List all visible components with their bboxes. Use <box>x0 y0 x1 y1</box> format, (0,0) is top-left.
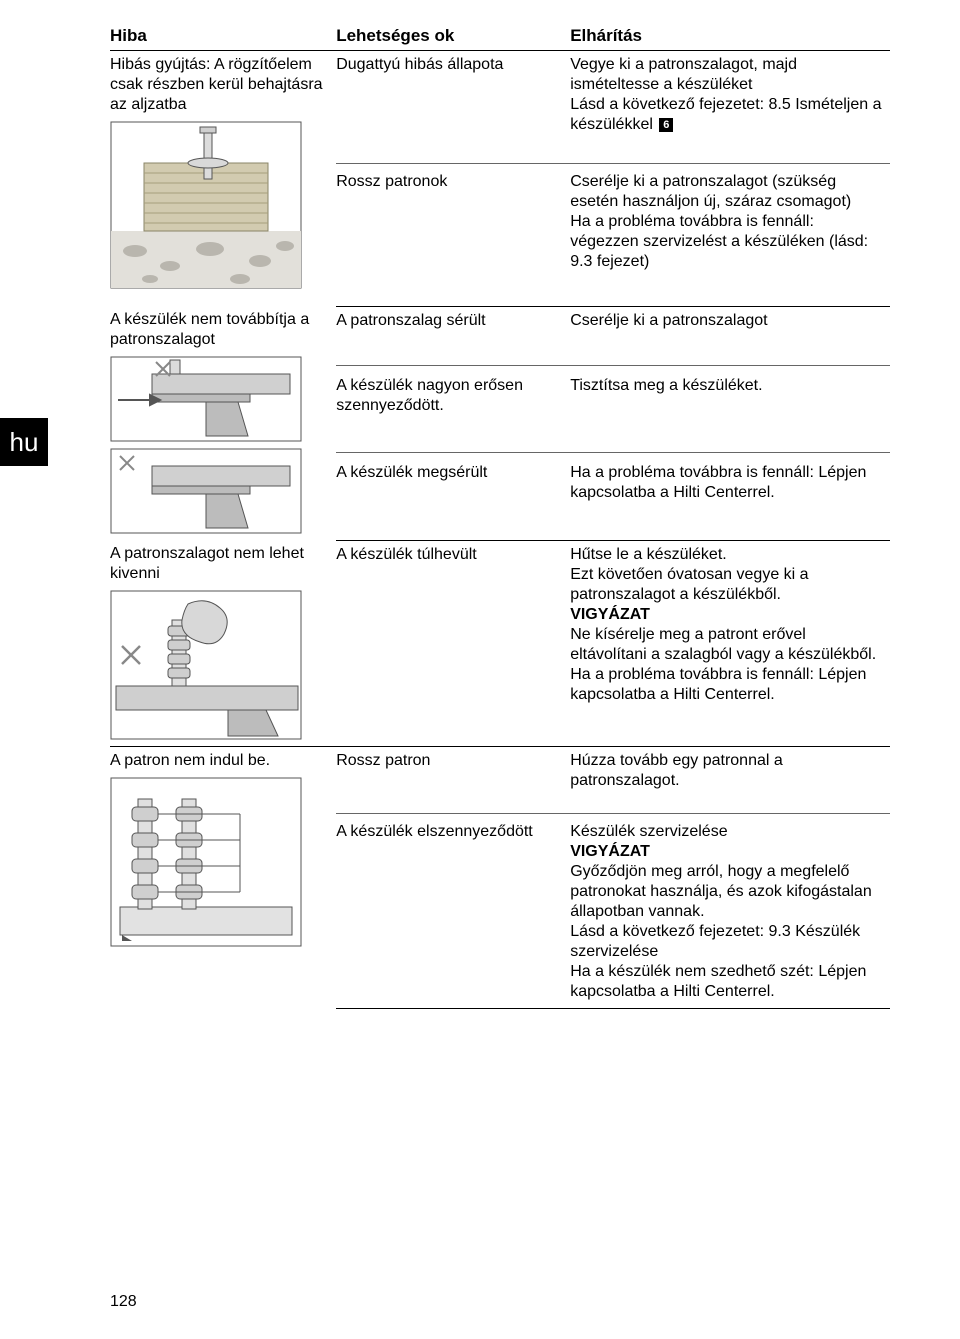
fix-text: Hűtse le a készüléket. <box>570 546 727 563</box>
fix-text: Ha a probléma továbbra is fennáll: Lépje… <box>570 464 866 501</box>
page-number: 128 <box>110 1293 137 1311</box>
cause-text: Rossz patron <box>336 747 570 798</box>
fix-text: Lásd a következő fejezetet: 9.3 Készülék… <box>570 923 860 960</box>
fix-text: Ha a készülék nem szedhető szét: Lépjen … <box>570 963 866 1000</box>
page-content: Hiba Lehetséges ok Elhárítás Hibás gyújt… <box>0 0 960 1039</box>
header-row: Hiba Lehetséges ok Elhárítás <box>110 22 890 51</box>
fix-text: Ha a probléma továbbra is fennáll: végez… <box>570 213 868 270</box>
row-misfire: Hibás gyújtás: A rögzítőelem csak részbe… <box>110 51 890 142</box>
cause-text: A készülék megsérült <box>336 452 570 540</box>
problem-text: A patron nem indul be. <box>110 752 270 769</box>
fix-text: Vegye ki a patronszalagot, majd ismételt… <box>570 56 797 93</box>
fix-text: Ha a probléma továbbra is fennáll: Lépje… <box>570 666 866 703</box>
warning-label: VIGYÁZAT <box>570 606 650 623</box>
problem-text: Hibás gyújtás: A rögzítőelem csak részbe… <box>110 56 323 113</box>
nofire-illustration <box>110 777 302 947</box>
cause-text: Dugattyú hibás állapota <box>336 51 570 142</box>
misfire-illustration <box>110 121 302 289</box>
troubleshoot-table: Hiba Lehetséges ok Elhárítás Hibás gyújt… <box>110 22 890 1009</box>
step-badge-6: 6 <box>659 118 673 132</box>
fix-text: Győződjön meg arról, hogy a megfelelő pa… <box>570 863 872 920</box>
cause-text: A patronszalag sérült <box>336 306 570 338</box>
row-nofire: A patron nem indul be. <box>110 747 890 798</box>
noadvance-illustration-a <box>110 356 302 442</box>
header-cause: Lehetséges ok <box>336 22 570 51</box>
noadvance-illustration-b <box>110 448 302 534</box>
fix-text: Húzza tovább egy patronnal a patronszala… <box>570 747 890 798</box>
noremove-illustration <box>110 590 302 740</box>
warning-label: VIGYÁZAT <box>570 843 650 860</box>
fix-text: Ezt követően óvatosan vegye ki a patrons… <box>570 566 808 603</box>
fix-text: Készülék szervizelése <box>570 823 727 840</box>
row-noadvance: A készülék nem továbbítja a patronszalag… <box>110 306 890 338</box>
cause-text: A készülék túlhevült <box>336 540 570 747</box>
fix-text: Tisztítsa meg a készüléket. <box>570 366 890 424</box>
cause-text: A készülék nagyon erősen szennyeződött. <box>336 366 570 424</box>
fix-text: Cserélje ki a patronszalagot <box>570 306 890 338</box>
cause-text: Rossz patronok <box>336 163 570 306</box>
cause-text: A készülék elszennyeződött <box>336 813 570 1008</box>
row-noremove: A patronszalagot nem lehet kivenni <box>110 540 890 747</box>
fix-text: Cserélje ki a patronszalagot (szükség es… <box>570 173 851 210</box>
problem-text: A készülék nem továbbítja a patronszalag… <box>110 311 309 348</box>
fix-text: Ne kísérelje meg a patront erővel eltávo… <box>570 626 876 663</box>
fix-text: Lásd a következő fejezetet: 8.5 Ismételj… <box>570 96 881 133</box>
header-fix: Elhárítás <box>570 22 890 51</box>
header-problem: Hiba <box>110 22 336 51</box>
problem-text: A patronszalagot nem lehet kivenni <box>110 545 304 582</box>
